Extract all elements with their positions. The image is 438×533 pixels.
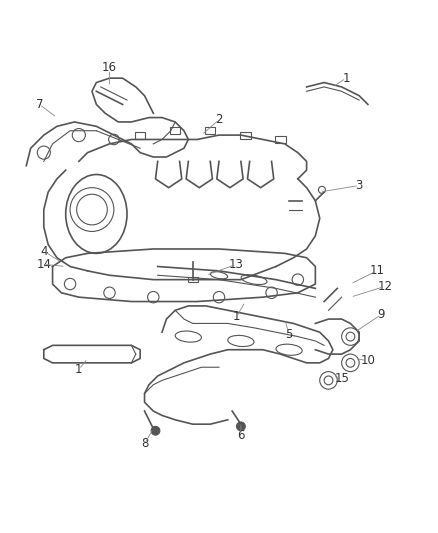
Text: 2: 2 xyxy=(215,114,223,126)
Circle shape xyxy=(237,422,245,431)
Text: 1: 1 xyxy=(342,71,350,85)
Text: 14: 14 xyxy=(36,258,51,271)
Text: 5: 5 xyxy=(286,328,293,341)
Text: 6: 6 xyxy=(237,429,245,442)
Text: 13: 13 xyxy=(229,258,244,271)
Text: 7: 7 xyxy=(35,98,43,111)
Text: 1: 1 xyxy=(233,310,240,324)
Text: 9: 9 xyxy=(377,308,385,321)
Text: 4: 4 xyxy=(40,245,48,257)
Text: 8: 8 xyxy=(141,438,148,450)
Text: 16: 16 xyxy=(102,61,117,74)
Bar xyxy=(275,136,286,143)
Text: 15: 15 xyxy=(334,372,349,385)
Text: 11: 11 xyxy=(369,264,384,277)
Bar xyxy=(240,132,251,139)
Circle shape xyxy=(151,426,160,435)
Text: 10: 10 xyxy=(360,354,375,367)
Text: 1: 1 xyxy=(75,363,83,376)
Bar xyxy=(170,127,180,134)
Bar xyxy=(188,278,198,282)
Bar xyxy=(135,132,145,139)
Text: 3: 3 xyxy=(356,179,363,192)
Bar xyxy=(205,127,215,134)
Text: 12: 12 xyxy=(378,280,393,293)
